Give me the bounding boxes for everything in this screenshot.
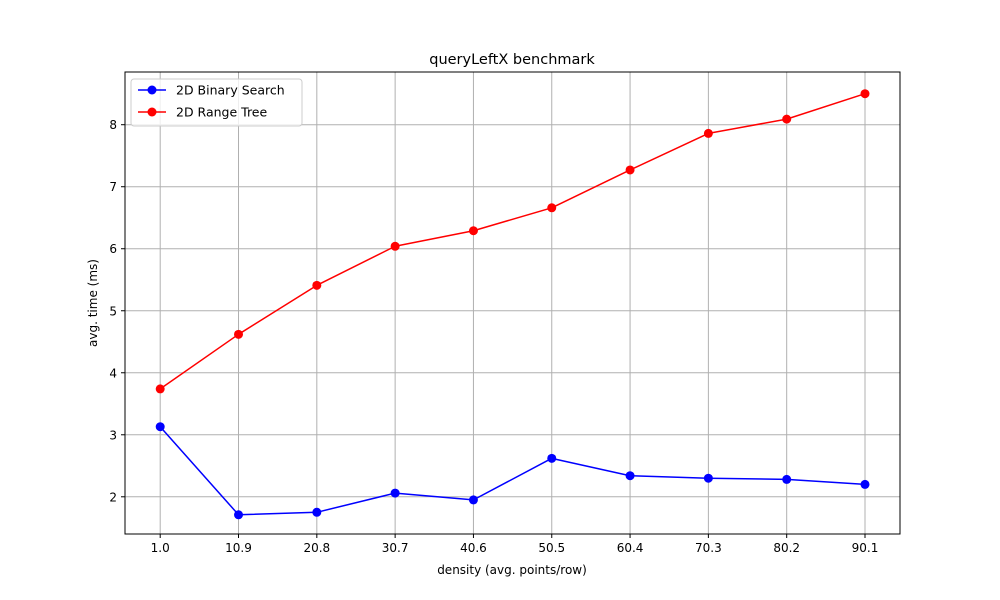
data-point-2d-binary-search xyxy=(234,510,244,520)
y-axis: 2 3 4 5 6 7 8 xyxy=(109,118,125,504)
legend-item-binary-search: 2D Binary Search xyxy=(138,83,285,98)
x-tick-label: 80.2 xyxy=(773,541,800,555)
series-2d-binary-search xyxy=(155,422,870,520)
y-tick-label: 3 xyxy=(109,428,117,442)
y-tick-label: 2 xyxy=(109,490,117,504)
chart-title: queryLeftX benchmark xyxy=(429,52,595,68)
data-point-2d-binary-search xyxy=(468,495,478,505)
series-line-2d-binary-search xyxy=(159,426,866,516)
x-tick-label: 60.4 xyxy=(617,541,644,555)
x-tick-label: 50.5 xyxy=(538,541,565,555)
legend: 2D Binary Search 2D Range Tree xyxy=(130,78,303,127)
y-tick-label: 5 xyxy=(109,304,117,318)
data-point-2d-range-tree xyxy=(782,114,792,124)
data-point-2d-range-tree xyxy=(234,329,244,339)
x-tick-label: 90.1 xyxy=(852,541,879,555)
data-point-2d-range-tree xyxy=(312,280,322,290)
data-point-2d-binary-search xyxy=(860,479,870,489)
data-point-2d-binary-search xyxy=(390,488,400,498)
data-point-2d-binary-search xyxy=(312,507,322,517)
y-axis-title: avg. time (ms) xyxy=(86,259,100,347)
y-tick-label: 7 xyxy=(109,180,117,194)
legend-label-range-tree: 2D Range Tree xyxy=(176,105,267,120)
y-tick-label: 6 xyxy=(109,242,117,256)
legend-box xyxy=(130,78,303,127)
data-point-2d-range-tree xyxy=(860,89,870,99)
legend-item-range-tree: 2D Range Tree xyxy=(138,105,267,120)
data-point-2d-range-tree xyxy=(703,128,713,138)
x-tick-label: 40.6 xyxy=(460,541,487,555)
grid xyxy=(125,72,900,534)
data-point-2d-binary-search xyxy=(155,422,165,432)
series-2d-range-tree xyxy=(155,89,870,394)
data-point-2d-binary-search xyxy=(547,453,557,463)
data-point-2d-range-tree xyxy=(390,241,400,251)
x-tick-label: 20.8 xyxy=(303,541,330,555)
data-point-2d-range-tree xyxy=(468,226,478,236)
x-axis-title: density (avg. points/row) xyxy=(437,563,587,577)
x-tick-label: 30.7 xyxy=(382,541,409,555)
x-tick-label: 1.0 xyxy=(151,541,170,555)
legend-marker-range-tree xyxy=(147,107,157,117)
series-line-2d-range-tree xyxy=(159,92,866,390)
y-tick-label: 8 xyxy=(109,118,117,132)
series-group xyxy=(155,89,870,520)
data-point-2d-range-tree xyxy=(625,165,635,175)
x-axis: 1.0 10.9 20.8 30.7 40.6 50.5 60.4 70.3 80.2 90.1 xyxy=(151,534,879,555)
x-tick-label: 70.3 xyxy=(695,541,722,555)
data-point-2d-binary-search xyxy=(782,474,792,484)
x-tick-label: 10.9 xyxy=(225,541,252,555)
data-point-2d-binary-search xyxy=(625,471,635,481)
data-point-2d-range-tree xyxy=(155,384,165,394)
legend-label-binary-search: 2D Binary Search xyxy=(176,83,285,98)
plot-area xyxy=(124,71,901,535)
y-tick-label: 4 xyxy=(109,366,117,380)
data-point-2d-binary-search xyxy=(703,473,713,483)
legend-marker-binary-search xyxy=(147,85,157,95)
data-point-2d-range-tree xyxy=(547,203,557,213)
